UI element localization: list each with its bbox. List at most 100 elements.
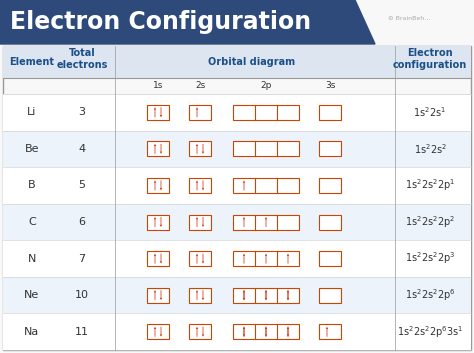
FancyArrow shape (243, 217, 245, 227)
Bar (147, 178, 169, 193)
Polygon shape (0, 0, 375, 44)
FancyArrow shape (287, 290, 289, 300)
Bar (233, 324, 299, 339)
Bar (3, 313, 471, 350)
Bar (3, 46, 471, 78)
Bar (3, 94, 471, 131)
Text: Total
electrons: Total electrons (56, 48, 108, 70)
Text: 1s$^2$2s$^2$2p$^6$3s$^1$: 1s$^2$2s$^2$2p$^6$3s$^1$ (397, 324, 463, 340)
Bar (3, 131, 471, 167)
FancyArrow shape (287, 290, 289, 300)
Bar (319, 215, 341, 229)
Text: 3: 3 (79, 107, 85, 117)
Text: 1s$^2$2s$^1$: 1s$^2$2s$^1$ (413, 106, 447, 119)
FancyArrow shape (154, 180, 156, 190)
Text: 1s$^2$2s$^2$2p$^1$: 1s$^2$2s$^2$2p$^1$ (405, 178, 455, 193)
FancyArrow shape (154, 107, 156, 117)
Text: C: C (28, 217, 36, 227)
FancyArrow shape (202, 253, 204, 264)
FancyArrow shape (265, 290, 267, 300)
FancyArrow shape (154, 144, 156, 154)
Bar (189, 288, 211, 303)
FancyArrow shape (202, 290, 204, 300)
Bar (3, 204, 471, 240)
Text: Ne: Ne (24, 290, 40, 300)
FancyArrow shape (160, 290, 162, 300)
FancyArrow shape (243, 290, 245, 300)
FancyArrow shape (243, 327, 245, 337)
Bar (147, 215, 169, 229)
FancyArrow shape (154, 290, 156, 300)
Text: 4: 4 (78, 144, 86, 154)
FancyArrow shape (196, 144, 198, 154)
FancyArrow shape (160, 107, 162, 117)
Bar (319, 178, 341, 193)
Text: ⚙ BrainBeh…: ⚙ BrainBeh… (388, 16, 430, 20)
FancyArrow shape (265, 290, 267, 300)
FancyArrow shape (265, 253, 267, 264)
FancyArrow shape (243, 327, 245, 337)
Text: Electron
configuration: Electron configuration (393, 48, 467, 70)
FancyArrow shape (196, 290, 198, 300)
Bar (319, 288, 341, 303)
FancyArrow shape (160, 253, 162, 264)
FancyArrow shape (265, 217, 267, 227)
Text: 3s: 3s (325, 82, 335, 90)
FancyArrow shape (160, 180, 162, 190)
Bar (319, 141, 341, 156)
Text: Element: Element (9, 57, 55, 67)
Bar (233, 251, 299, 266)
FancyArrow shape (202, 180, 204, 190)
FancyArrow shape (196, 253, 198, 264)
FancyArrow shape (287, 327, 289, 337)
Text: 7: 7 (78, 253, 86, 264)
FancyArrow shape (160, 144, 162, 154)
FancyArrow shape (154, 327, 156, 337)
FancyArrow shape (202, 144, 204, 154)
Bar (147, 251, 169, 266)
Bar (233, 178, 299, 193)
FancyArrow shape (265, 327, 267, 337)
Bar (147, 105, 169, 120)
FancyArrow shape (196, 107, 198, 117)
FancyArrow shape (243, 180, 245, 190)
FancyArrow shape (154, 253, 156, 264)
Text: Be: Be (25, 144, 39, 154)
FancyArrow shape (243, 253, 245, 264)
Bar (233, 215, 299, 229)
Text: Li: Li (27, 107, 36, 117)
FancyArrow shape (160, 327, 162, 337)
Text: 2s: 2s (195, 82, 205, 90)
Text: B: B (28, 180, 36, 190)
Text: 1s$^2$2s$^2$2p$^6$: 1s$^2$2s$^2$2p$^6$ (405, 287, 455, 303)
FancyArrow shape (160, 217, 162, 227)
FancyArrow shape (196, 217, 198, 227)
Bar (3, 167, 471, 204)
FancyArrow shape (196, 327, 198, 337)
Text: 1s$^2$2s$^2$2p$^3$: 1s$^2$2s$^2$2p$^3$ (405, 251, 455, 267)
FancyArrow shape (202, 217, 204, 227)
Text: 11: 11 (75, 327, 89, 337)
Bar (147, 288, 169, 303)
Text: 1s$^2$2s$^2$: 1s$^2$2s$^2$ (413, 142, 447, 156)
FancyArrow shape (287, 253, 289, 264)
FancyArrow shape (196, 180, 198, 190)
Text: 1s: 1s (153, 82, 163, 90)
Text: 5: 5 (79, 180, 85, 190)
Bar (233, 141, 299, 156)
Text: 10: 10 (75, 290, 89, 300)
Bar (147, 324, 169, 339)
Bar (319, 105, 341, 120)
FancyArrow shape (154, 217, 156, 227)
Text: N: N (28, 253, 36, 264)
Text: Electron Configuration: Electron Configuration (10, 10, 311, 34)
Bar (189, 105, 211, 120)
Bar (189, 251, 211, 266)
Text: 6: 6 (79, 217, 85, 227)
Bar (189, 324, 211, 339)
Bar (319, 324, 341, 339)
Bar (233, 105, 299, 120)
Text: 1s$^2$2s$^2$2p$^2$: 1s$^2$2s$^2$2p$^2$ (405, 214, 455, 230)
Text: Orbital diagram: Orbital diagram (209, 57, 296, 67)
FancyArrow shape (243, 290, 245, 300)
